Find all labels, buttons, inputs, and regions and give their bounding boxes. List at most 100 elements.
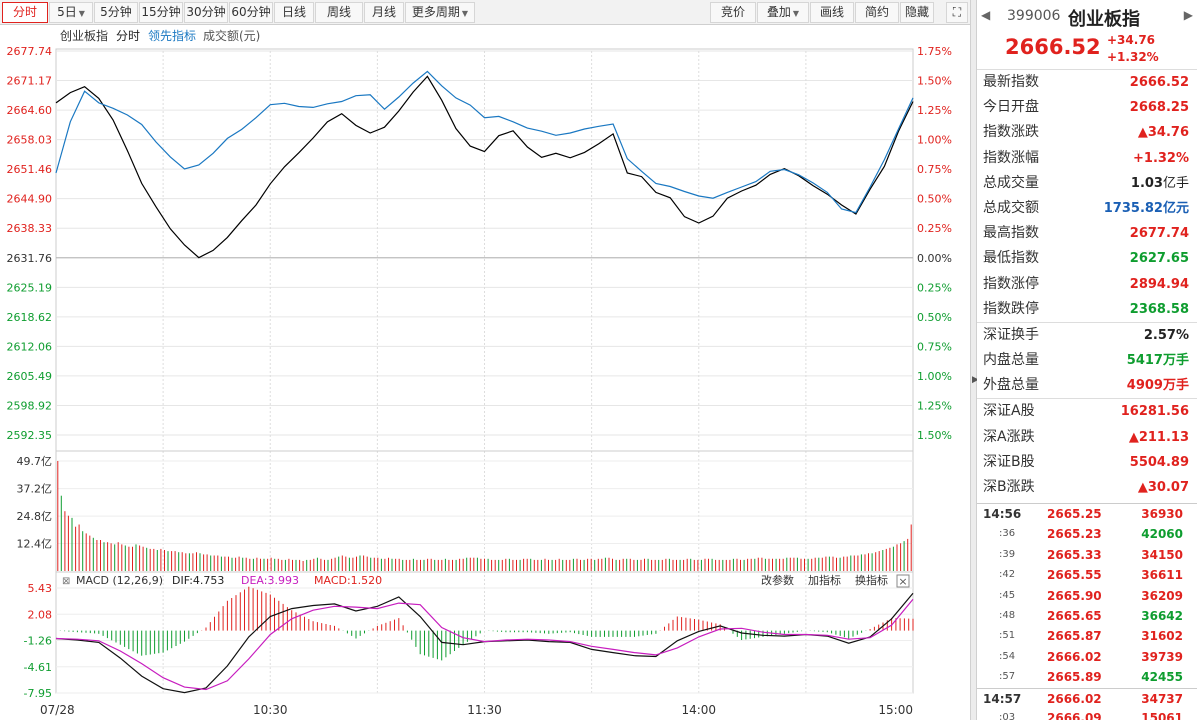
tool-button-3[interactable]: 简约 [855, 2, 899, 23]
period-button-8[interactable]: 月线 [364, 2, 404, 23]
period-button-label: 周线 [326, 5, 351, 19]
tick-row: :54 2666.02 39739 [977, 647, 1197, 667]
period-button-label: 5日 [57, 5, 77, 19]
tick-row: :51 2665.87 31602 [977, 626, 1197, 646]
tick-price: 2665.90 [1047, 588, 1102, 603]
tick-row: :57 2665.89 42455 [977, 667, 1197, 687]
stat-label: 指数涨幅 [983, 149, 1039, 166]
stat-value: 2677.74 [1130, 221, 1189, 246]
tick-list[interactable]: 14:56 2665.25 36930:36 2665.23 42060:39 2665.… [977, 503, 1197, 720]
stat-label: 最低指数 [983, 250, 1039, 267]
tick-volume: 36611 [1141, 568, 1183, 583]
stat-value: 2.57% [1144, 323, 1189, 348]
stat-row: 指数涨跌 ▲34.76 [977, 120, 1197, 145]
stat-value: ▲211.13 [1129, 425, 1189, 450]
pct-tick-label: 1.50% [917, 75, 952, 88]
legend-mode: 分时 [116, 29, 140, 43]
tool-button-0[interactable]: 竞价 [710, 2, 756, 23]
tool-button-2[interactable]: 画线 [810, 2, 854, 23]
tick-price: 2666.09 [1047, 710, 1102, 720]
stat-value: 2627.65 [1130, 246, 1189, 271]
next-symbol-icon[interactable]: ▶ [1183, 8, 1193, 22]
period-button-5[interactable]: 60分钟 [229, 2, 273, 23]
panel-splitter[interactable]: ▶ [970, 0, 979, 720]
stat-unit: 亿元 [1162, 200, 1189, 216]
price-tick-label: 2664.60 [7, 104, 53, 117]
stat-row: 最低指数 2627.65 [977, 246, 1197, 271]
stat-row: 指数跌停 2368.58 [977, 297, 1197, 322]
collapse-arrow-icon[interactable]: ▶ [972, 375, 979, 385]
stat-row: 最新指数 2666.52 [977, 70, 1197, 95]
x-tick-label: 10:30 [253, 703, 288, 717]
tick-price: 2665.87 [1047, 629, 1102, 644]
price-tick-label: 2605.49 [7, 370, 53, 383]
volume-tick-label: 24.8亿 [17, 510, 53, 523]
period-button-3[interactable]: 15分钟 [139, 2, 183, 23]
stat-value: ▲34.76 [1138, 120, 1189, 145]
period-button-0[interactable]: 分时 [2, 2, 48, 23]
stat-label: 指数涨跌 [983, 124, 1039, 141]
pct-tick-label: 0.50% [917, 311, 952, 324]
volume-tick-label: 49.7亿 [17, 455, 53, 468]
stat-label: 深A涨跌 [983, 428, 1035, 445]
chart-area[interactable]: 创业板指 分时 领先指标 成交额(元) 2677.74 1.75% 2671.17 1.50%… [0, 25, 970, 720]
stat-value: 2368.58 [1130, 297, 1189, 322]
tick-row: :48 2665.65 36642 [977, 606, 1197, 626]
tool-button-label: 竞价 [720, 5, 745, 19]
period-button-9[interactable]: 更多周期 ▼ [405, 2, 475, 23]
pct-tick-label: 0.25% [917, 222, 952, 235]
stat-label: 深证换手 [983, 326, 1039, 343]
stat-label: 深证B股 [983, 453, 1035, 470]
price-tick-label: 2598.92 [7, 399, 53, 412]
period-button-2[interactable]: 5分钟 [94, 2, 138, 23]
tick-volume: 34737 [1141, 691, 1183, 706]
stat-number: ▲34.76 [1137, 125, 1189, 141]
price-tick-label: 2612.06 [7, 340, 53, 353]
tool-button-label: 简约 [864, 5, 889, 19]
stat-number: ▲211.13 [1128, 429, 1189, 445]
stat-value: 1.03亿手 [1131, 171, 1189, 196]
change-params-link: 改参数 [761, 573, 794, 587]
quote-header: ◀ 399006 创业板指 ▶ 2666.52 +34.76 +1.32% [977, 0, 1197, 70]
tick-price: 2665.55 [1047, 568, 1102, 583]
tick-row: :42 2665.55 36611 [977, 565, 1197, 585]
stat-number: 1.03 [1130, 175, 1163, 191]
tick-price: 2665.33 [1047, 547, 1102, 562]
close-indicator-icon [896, 574, 910, 588]
stat-value: 4909万手 [1127, 373, 1189, 398]
tick-row: :45 2665.90 36209 [977, 586, 1197, 606]
price-tick-label: 2592.35 [7, 429, 53, 442]
stat-row: 内盘总量 5417万手 [977, 348, 1197, 373]
macd-name: MACD (12,26,9) [76, 574, 163, 587]
period-button-4[interactable]: 30分钟 [184, 2, 228, 23]
tool-button-4[interactable]: 隐藏 [900, 2, 934, 23]
tick-price: 2665.23 [1047, 527, 1102, 542]
stat-number: 2666.52 [1129, 75, 1189, 90]
close-indicator-glyph: × [898, 575, 907, 588]
tool-button-1[interactable]: 叠加 ▼ [757, 2, 809, 23]
last-price: 2666.52 [1005, 35, 1101, 59]
stat-row: 深B涨跌 ▲30.07 [977, 475, 1197, 500]
stat-row: 总成交额 1735.82亿元 [977, 196, 1197, 221]
stat-row: 深证换手 2.57% [977, 323, 1197, 348]
fullscreen-icon[interactable]: ⛶ [946, 2, 968, 23]
period-button-1[interactable]: 5日 ▼ [49, 2, 93, 23]
price-tick-label: 2644.90 [7, 193, 53, 206]
stat-label: 深B涨跌 [983, 479, 1035, 495]
period-button-label: 分时 [12, 5, 37, 19]
period-button-7[interactable]: 周线 [315, 2, 363, 23]
macd-value: MACD:1.520 [314, 574, 382, 587]
macd-tick-label: -7.95 [24, 687, 52, 700]
tick-volume: 36930 [1141, 507, 1183, 521]
tool-button-label: 叠加 [766, 5, 791, 19]
stat-number: 2668.25 [1129, 100, 1189, 116]
price-tick-label: 2658.03 [7, 134, 53, 147]
tick-row: :39 2665.33 34150 [977, 545, 1197, 565]
macd-dea-line [55, 598, 914, 691]
period-button-label: 30分钟 [186, 5, 226, 19]
period-button-6[interactable]: 日线 [274, 2, 314, 23]
prev-symbol-icon[interactable]: ◀ [981, 8, 991, 22]
pct-tick-label: 1.00% [917, 134, 952, 147]
stat-unit: 万手 [1162, 378, 1189, 394]
